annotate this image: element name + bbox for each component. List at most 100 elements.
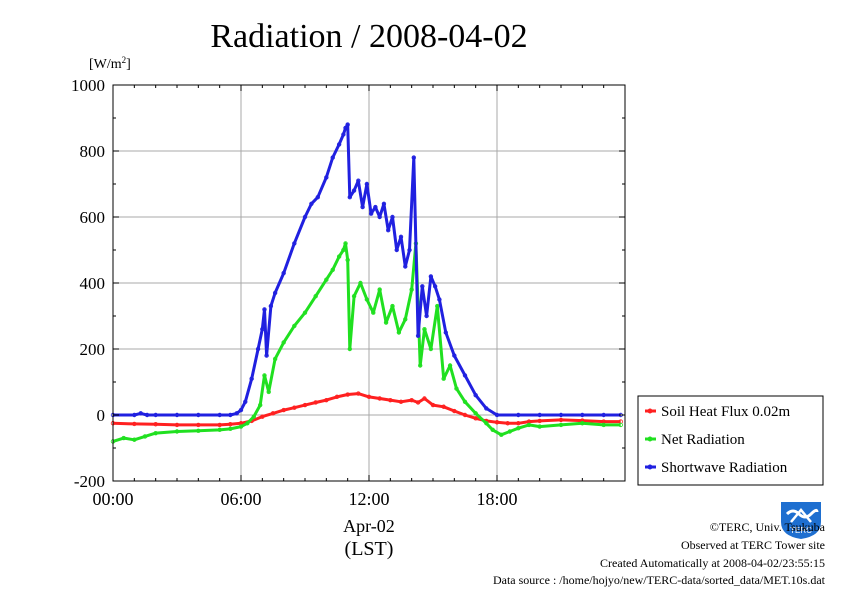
data-point (292, 405, 297, 410)
data-point (394, 247, 399, 253)
data-point (302, 214, 308, 220)
data-point (390, 303, 395, 309)
data-point (499, 432, 504, 437)
data-point (272, 356, 278, 362)
data-point (415, 333, 421, 338)
data-point (537, 418, 542, 424)
data-point (324, 397, 329, 403)
data-point (138, 411, 143, 416)
legend-marker (647, 408, 653, 414)
data-point (313, 400, 318, 405)
data-point (537, 412, 542, 418)
data-point (258, 402, 263, 408)
data-point (368, 211, 374, 216)
data-point (396, 330, 402, 335)
data-point (381, 201, 387, 206)
data-point (422, 396, 427, 401)
data-point (196, 428, 201, 434)
data-point (132, 412, 137, 418)
data-point (358, 280, 363, 286)
data-point (490, 427, 495, 433)
data-point (153, 430, 158, 436)
data-point (302, 402, 308, 408)
series-line (112, 241, 621, 443)
data-point (251, 414, 256, 419)
data-point (364, 181, 370, 187)
data-point (462, 412, 468, 418)
data-point (313, 294, 318, 299)
data-point (281, 407, 286, 413)
y-axis: 1000 800 600 400 200 0 -200 (71, 76, 625, 491)
data-point (398, 399, 404, 404)
data-point (537, 424, 542, 429)
data-point (315, 194, 320, 200)
data-point (418, 363, 423, 368)
data-point (407, 247, 412, 253)
data-point (243, 399, 248, 404)
data-point (264, 353, 269, 358)
data-point (228, 422, 233, 427)
data-point (428, 274, 434, 279)
data-point (443, 330, 448, 335)
data-point (601, 412, 606, 418)
data-point (238, 424, 244, 429)
y-tick-label: 1000 (71, 76, 105, 95)
data-point (484, 406, 489, 411)
data-point (452, 408, 457, 414)
data-point (196, 412, 201, 418)
data-point (505, 421, 510, 426)
data-point (558, 422, 564, 428)
chart-title: Radiation / 2008-04-02 (210, 18, 527, 55)
data-point (507, 429, 512, 434)
data-point (262, 307, 267, 312)
y-tick-label: 600 (80, 208, 106, 227)
data-point (245, 421, 250, 426)
data-point (347, 194, 352, 200)
data-point (345, 257, 350, 263)
data-point (144, 412, 150, 418)
data-point (409, 397, 414, 403)
data-point (494, 412, 500, 418)
data-point (266, 389, 271, 395)
data-point (377, 396, 382, 401)
legend-marker (647, 464, 653, 470)
data-point (415, 400, 421, 405)
data-point (343, 241, 348, 246)
data-point (403, 317, 408, 322)
y-tick-label: -200 (74, 472, 105, 491)
data-point (473, 416, 478, 421)
data-point (462, 373, 468, 378)
terc-logo: TERC (779, 500, 823, 540)
data-point (377, 287, 382, 292)
data-point (377, 214, 382, 220)
legend-label: Soil Heat Flux 0.02m (661, 404, 791, 420)
footer-copyright: ©TERC, Univ. Tsukuba (709, 520, 825, 534)
data-point (447, 363, 453, 368)
data-point (388, 397, 393, 403)
legend-label: Net Radiation (661, 432, 745, 448)
footer-site: Observed at TERC Tower site (680, 538, 825, 552)
data-point (270, 411, 276, 416)
series-line (112, 392, 621, 427)
data-point (249, 376, 254, 381)
series-shortwave-radiation (110, 122, 623, 418)
data-point (268, 303, 274, 309)
data-point (580, 412, 585, 418)
x-axis: 00:00 06:00 12:00 18:00 (92, 85, 605, 509)
data-point (462, 399, 468, 404)
data-point (255, 346, 261, 352)
y-tick-label: 400 (80, 274, 106, 293)
data-point (228, 412, 233, 418)
data-point (336, 254, 342, 259)
data-point (422, 327, 427, 332)
data-point (334, 394, 340, 400)
data-point (336, 142, 342, 147)
data-point (345, 392, 350, 397)
data-point (441, 376, 446, 381)
data-point (260, 414, 265, 419)
x-tick-label: 06:00 (220, 489, 261, 509)
data-point (428, 346, 434, 352)
x-tick-label: 00:00 (92, 489, 133, 509)
data-point (441, 404, 446, 409)
